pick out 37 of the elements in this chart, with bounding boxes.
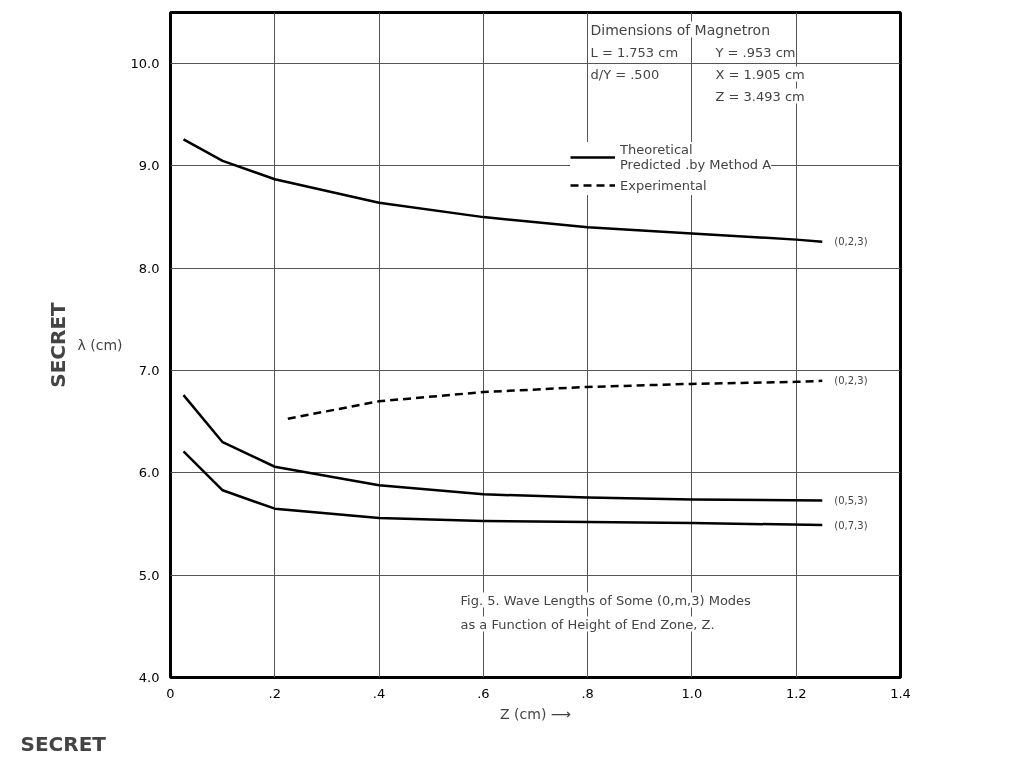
y-tick-label: 6.0: [138, 465, 160, 481]
annotation: Dimensions of Magnetron: [590, 21, 771, 38]
x-tick-label: 1.0: [681, 685, 703, 701]
annotation: (0,5,3): [834, 495, 868, 507]
annotation: (0,7,3): [834, 519, 868, 531]
line-series: [286, 379, 824, 420]
annotation: (0,2,3): [834, 236, 868, 248]
y-tick-label: 5.0: [138, 567, 160, 583]
annotation: (0,2,3): [834, 375, 868, 387]
line-series: [182, 138, 824, 243]
y-tick-label: 10.0: [130, 56, 160, 72]
x-axis-title: Z (cm) ⟶: [500, 705, 571, 722]
x-tick-label: .8: [581, 685, 594, 701]
y-tick-label: 7.0: [138, 363, 160, 379]
legend-label: Experimental: [620, 177, 707, 193]
y-tick-label: 9.0: [138, 158, 160, 174]
y-tick-label: 8.0: [138, 260, 160, 276]
annotation: L = 1.753 cm: [590, 44, 679, 60]
annotation: Y = .953 cm: [714, 44, 796, 60]
legend-label: Theoretical Predicted .by Method A: [620, 142, 772, 172]
y-tick-label: 4.0: [138, 670, 160, 685]
text: SECRET: [45, 301, 70, 388]
x-tick-label: 0: [166, 685, 175, 701]
x-tick-label: 1.2: [785, 685, 807, 701]
line-series: [182, 450, 824, 527]
x-tick-label: 1.4: [890, 685, 911, 701]
line-series: [182, 393, 824, 502]
annotation: Z = 3.493 cm: [715, 88, 805, 104]
x-tick-label: .4: [372, 685, 386, 701]
text: SECRET: [20, 731, 107, 756]
annotation: Fig. 5. Wave Lengths of Some (0,m,3) Modes: [460, 592, 752, 608]
annotation: X = 1.905 cm: [715, 66, 805, 82]
annotation: d/Y = .500: [590, 66, 660, 82]
x-tick-label: .2: [268, 685, 281, 701]
y-axis-title: λ (cm): [77, 337, 123, 353]
x-tick-label: .6: [477, 685, 490, 701]
annotation: as a Function of Height of End Zone, Z.: [460, 616, 715, 632]
